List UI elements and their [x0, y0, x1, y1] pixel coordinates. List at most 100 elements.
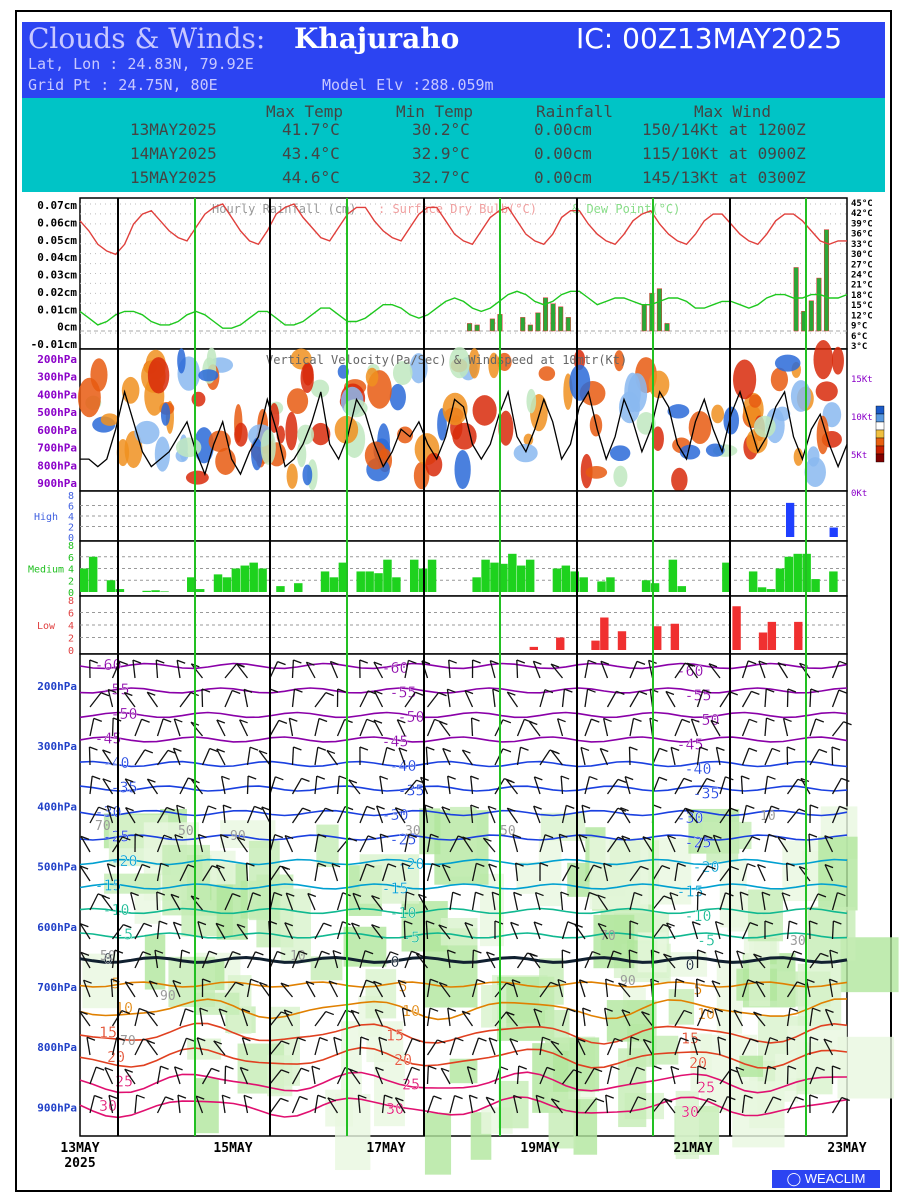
humidity-shade: [424, 1112, 452, 1175]
wind-barb: [539, 982, 552, 998]
wind-barb-flag: [239, 719, 248, 724]
wind-barb-flag: [398, 979, 407, 984]
wind-barb: [471, 1037, 480, 1056]
wind-barb-flag: [302, 807, 311, 812]
contour-label: -55: [389, 684, 416, 702]
contour-label: -50: [692, 711, 719, 729]
wind-barb: [404, 691, 416, 708]
wind-barb-flag: [348, 779, 358, 784]
wind-barb: [446, 950, 451, 969]
wind-barb-flag: [359, 659, 368, 664]
wind-barb-flag: [753, 953, 762, 958]
wind-barb-flag: [366, 863, 375, 868]
wind-barb-flag: [156, 659, 165, 664]
station-name: Khajuraho: [294, 22, 460, 55]
weaclim-logo: ◯ WEACLIM: [772, 1170, 880, 1188]
wind-barb-flag: [735, 1066, 745, 1071]
wind-barb: [629, 1036, 632, 1056]
wind-barb-flag: [404, 920, 413, 925]
wind-barb-flag: [669, 892, 679, 897]
y-tick-label: -0.01cm: [31, 338, 78, 351]
wind-barb: [606, 807, 619, 824]
wind-barb-flag: [83, 979, 92, 984]
wind-barb: [603, 863, 609, 882]
wind-barb: [758, 660, 766, 679]
wind-barb: [156, 891, 159, 911]
velocity-blob: [300, 363, 314, 394]
cloud-bar: [641, 580, 651, 592]
wind-barb: [764, 776, 769, 795]
wind-barb: [604, 1008, 609, 1027]
wind-barb-flag: [439, 981, 448, 987]
cloud-bar: [525, 559, 535, 592]
wind-barb-flag: [202, 978, 211, 983]
wind-barb: [741, 922, 751, 940]
wind-barb-flag: [533, 805, 542, 810]
cloud-bar: [785, 502, 795, 537]
wind-barb: [516, 659, 519, 679]
wind-barb-flag: [765, 688, 775, 693]
wind-barb: [336, 1067, 346, 1085]
velocity-blob: [748, 394, 762, 408]
wind-barb-flag: [809, 1036, 819, 1041]
wind-barb: [246, 775, 249, 795]
wind-barb: [134, 719, 143, 737]
contour-label: -55: [684, 687, 711, 705]
wind-barb-flag: [277, 950, 286, 956]
cloud-bar: [556, 637, 565, 650]
wind-barb-flag: [360, 1036, 370, 1041]
panel-title: Vertical Velocity(Pa/Sec) & Windspeed at…: [266, 353, 627, 367]
contour-label: 5: [111, 975, 120, 993]
wind-barb: [558, 834, 564, 853]
wind-barb-flag: [406, 891, 415, 896]
y-tick-label: 700hPa: [37, 981, 77, 994]
wind-barb: [466, 1066, 474, 1085]
humidity-shade: [335, 1093, 371, 1171]
wind-barb: [786, 981, 798, 998]
y-tick-label: 4: [68, 512, 74, 523]
wind-barb: [764, 1037, 771, 1056]
contour-label: -40: [389, 757, 416, 775]
wind-barb-flag: [177, 1094, 187, 1099]
contour-label: 5: [693, 981, 702, 999]
velocity-blob: [813, 339, 833, 380]
wind-barb: [80, 836, 91, 853]
wind-barb: [719, 1069, 732, 1085]
wind-barb: [314, 747, 319, 766]
wind-barb: [134, 951, 144, 969]
y-tick-label: 2: [68, 634, 74, 645]
contour-label: 5: [398, 978, 407, 996]
wind-barb: [584, 1068, 595, 1085]
velocity-blob: [472, 395, 497, 426]
rh-contour-label: 50: [500, 824, 516, 839]
wind-barb: [471, 892, 477, 911]
wind-barb: [719, 691, 731, 708]
wind-barb-flag: [478, 1037, 487, 1042]
temperature-contour: [79, 736, 848, 743]
y-tick-label: 0cm: [57, 321, 77, 334]
wind-barb: [533, 1008, 541, 1027]
wind-barb: [596, 894, 609, 911]
wind-barb-flag: [284, 922, 294, 927]
wind-barb-flag: [235, 981, 244, 986]
wind-barb-flag: [768, 833, 777, 838]
wind-barb: [651, 1098, 665, 1114]
wind-barb: [106, 805, 114, 824]
wind-barb: [584, 864, 595, 882]
wind-barb-flag: [515, 862, 524, 867]
rain-bar: [527, 324, 533, 332]
x-date-label: 21MAY: [673, 1141, 712, 1156]
wind-barb: [246, 747, 251, 766]
wind-barb-flag: [464, 690, 474, 695]
velocity-blob: [613, 465, 628, 488]
velocity-blob: [198, 369, 219, 382]
wind-barb-flag: [395, 1097, 404, 1102]
wind-barb-flag: [166, 806, 175, 812]
wind-barb-flag: [560, 775, 570, 780]
row-rainfall: 0.00cm: [534, 120, 592, 139]
wind-barb-flag: [79, 1010, 88, 1015]
wind-barb: [221, 1095, 226, 1114]
y-right-tick-label: 24°C: [851, 271, 873, 281]
wind-barb: [764, 1096, 774, 1114]
cloud-bar: [329, 577, 339, 592]
